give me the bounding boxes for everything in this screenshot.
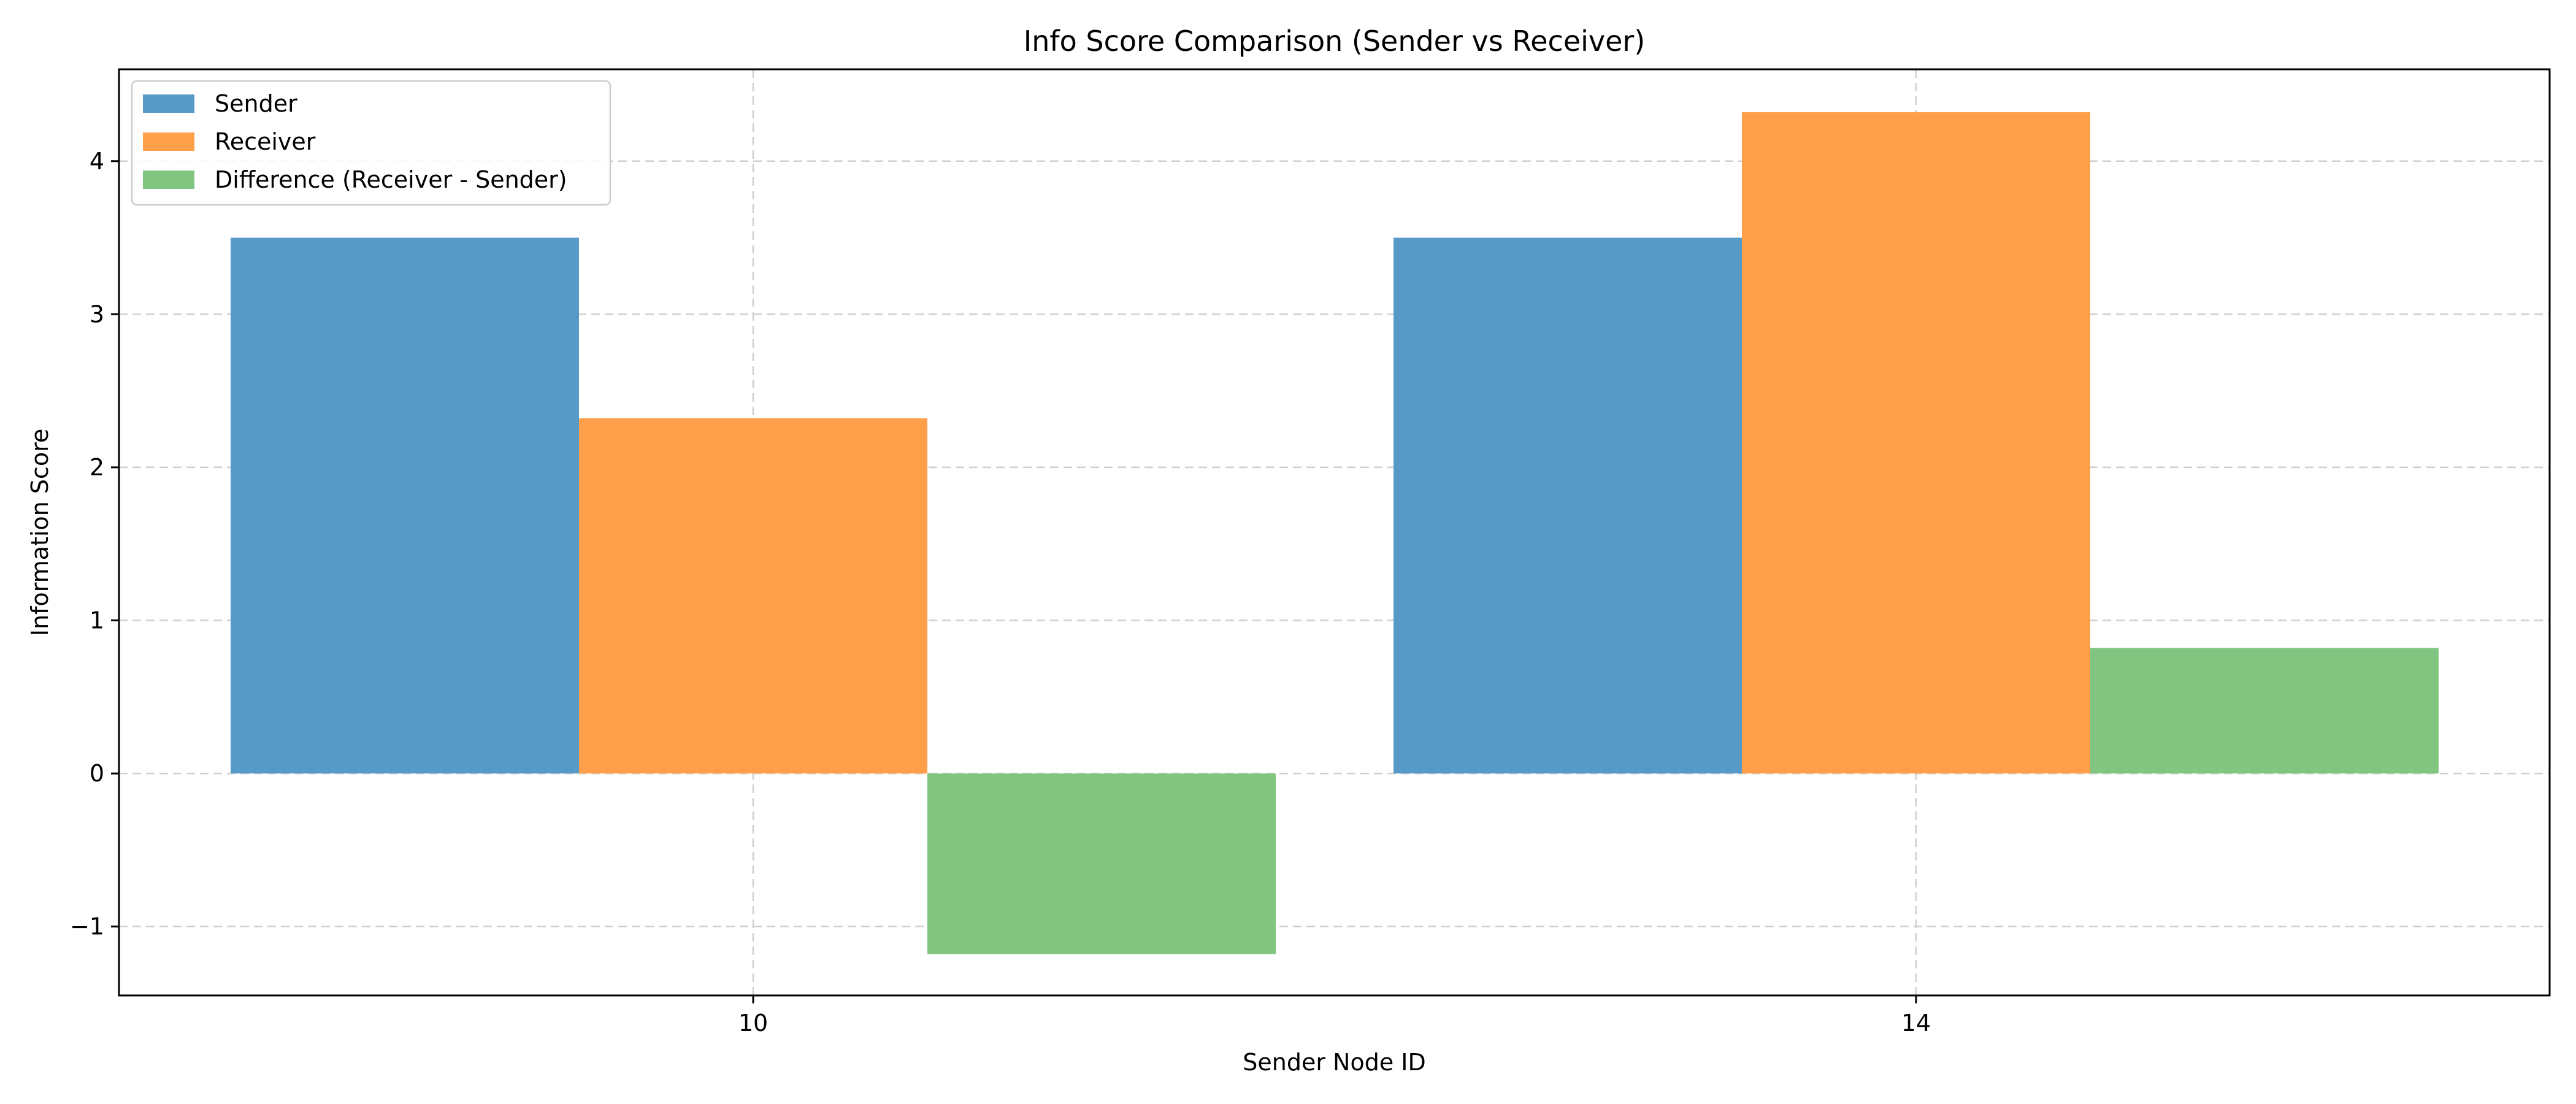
- bar: [579, 418, 927, 774]
- y-axis-label: Information Score: [26, 429, 53, 636]
- chart-title: Info Score Comparison (Sender vs Receive…: [1024, 25, 1646, 58]
- legend-label: Sender: [215, 90, 297, 117]
- x-axis-label: Sender Node ID: [1243, 1049, 1426, 1076]
- y-tick-label: 1: [90, 607, 104, 634]
- legend-swatch: [143, 94, 194, 113]
- y-tick-label: 2: [90, 454, 104, 481]
- y-tick-label: 0: [90, 760, 104, 787]
- axis-ticks: −1 0 1 2 3 4 10 14: [70, 148, 1931, 1037]
- bar: [1742, 112, 2090, 774]
- plot-frame: [118, 68, 2551, 997]
- x-tick-label: 14: [1901, 1010, 1931, 1037]
- y-tick-label: 3: [90, 301, 104, 328]
- legend-label: Receiver: [215, 128, 316, 155]
- bar: [927, 773, 1276, 954]
- bar: [1393, 237, 1742, 774]
- legend-swatch: [143, 132, 194, 151]
- x-tick-label: 10: [738, 1010, 768, 1037]
- bar: [231, 237, 579, 774]
- legend-label: Difference (Receiver - Sender): [215, 166, 567, 193]
- y-tick-label: −1: [70, 913, 104, 940]
- legend-swatch: [143, 171, 194, 189]
- bar: [2090, 648, 2439, 774]
- y-tick-label: 4: [90, 148, 104, 175]
- legend-box: [131, 80, 611, 206]
- bars: [231, 112, 2439, 954]
- legend: Sender Receiver Difference (Receiver - Sen…: [131, 80, 611, 206]
